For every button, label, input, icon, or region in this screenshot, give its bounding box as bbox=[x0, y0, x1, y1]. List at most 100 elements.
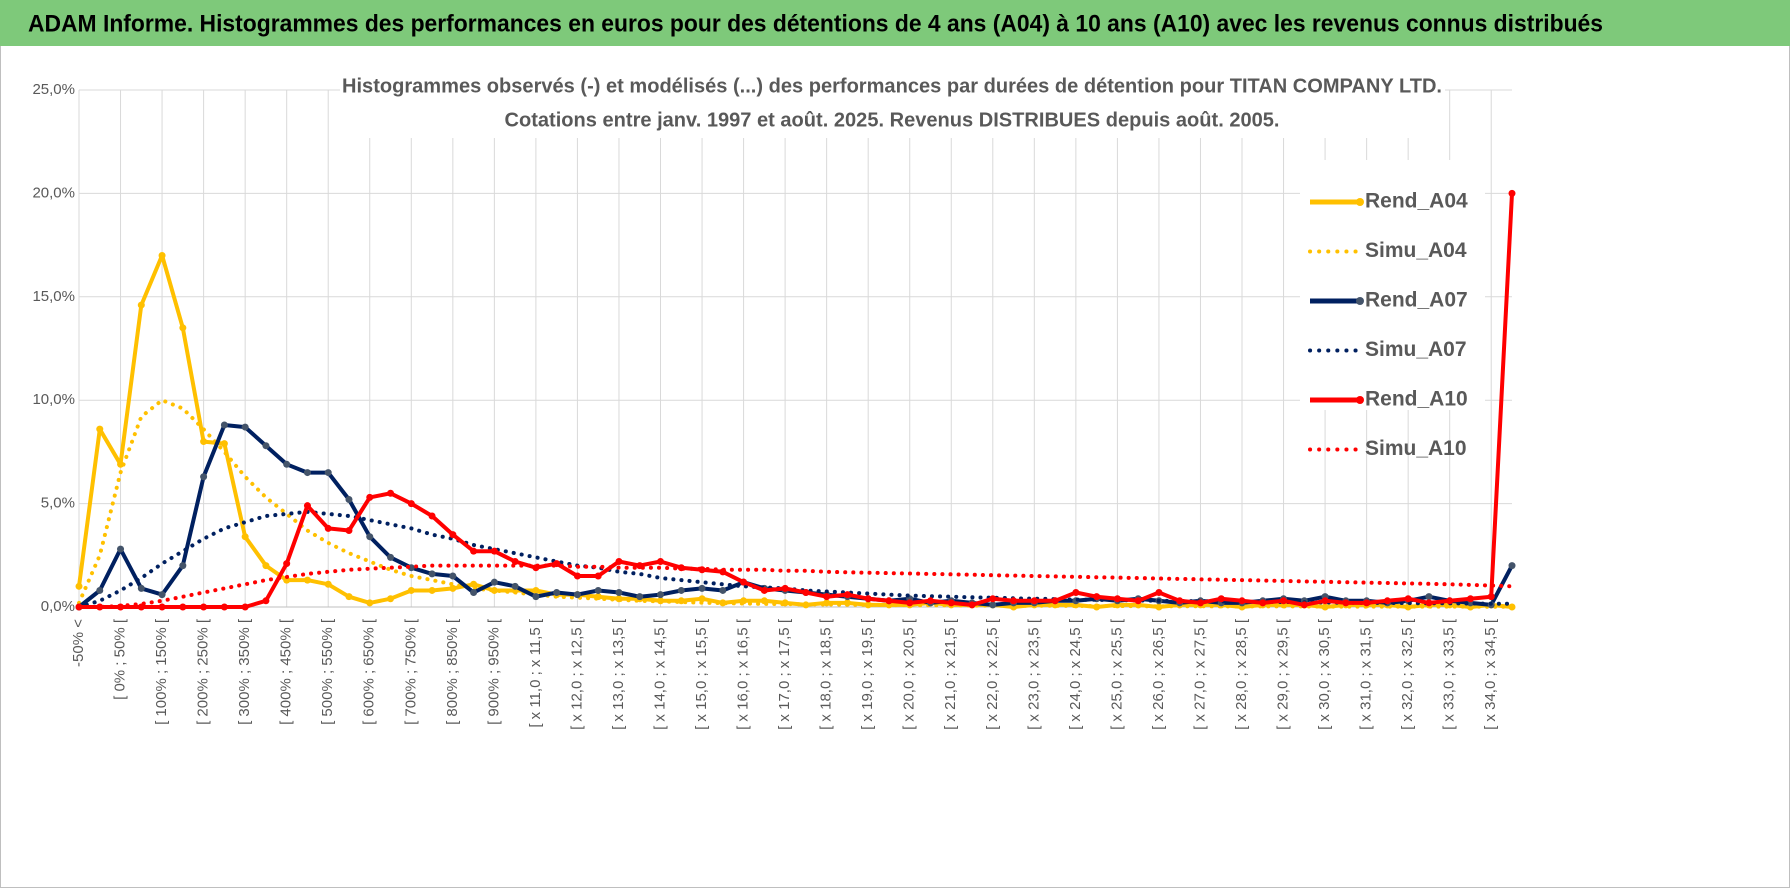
x-tick-label: [ x 14,0 ; x 14,5 [ bbox=[651, 618, 668, 730]
series-point bbox=[470, 580, 478, 588]
y-tick-label: 15,0% bbox=[32, 288, 75, 305]
series-point bbox=[303, 469, 311, 477]
x-tick-label: -50% < bbox=[70, 619, 87, 667]
header-bar bbox=[0, 0, 1790, 46]
series-point bbox=[1508, 189, 1516, 197]
series-point bbox=[511, 582, 519, 590]
series-point bbox=[283, 460, 291, 468]
series-line bbox=[79, 193, 1514, 609]
x-tick-label: [ x 25,0 ; x 25,5 [ bbox=[1108, 618, 1125, 730]
x-tick-label: [ x 31,0 ; x 31,5 [ bbox=[1358, 618, 1375, 730]
series-point bbox=[241, 533, 249, 541]
x-tick-label: [ 700% ; 750% [ bbox=[402, 618, 419, 725]
header-title: ADAM Informe. Histogrammes des performan… bbox=[28, 10, 1603, 37]
series-point bbox=[470, 547, 478, 555]
series-point bbox=[200, 603, 208, 611]
x-tick-label: [ 600% ; 650% [ bbox=[361, 618, 378, 725]
x-tick-label: [ x 32,0 ; x 32,5 [ bbox=[1399, 618, 1416, 730]
legend-label: Rend_A07 bbox=[1365, 289, 1468, 312]
series-point bbox=[200, 438, 208, 446]
x-tick-label: [ 800% ; 850% [ bbox=[444, 618, 461, 725]
series-point bbox=[387, 553, 395, 561]
series-point bbox=[1010, 597, 1018, 605]
x-tick-label: [ x 20,0 ; x 20,5 [ bbox=[901, 618, 918, 730]
x-tick-label: [ x 33,0 ; x 33,5 [ bbox=[1441, 618, 1458, 730]
series-point bbox=[262, 442, 270, 450]
series-point bbox=[490, 547, 498, 555]
series-point bbox=[1425, 593, 1433, 601]
series-point bbox=[490, 578, 498, 586]
series-point bbox=[864, 595, 872, 603]
series-point bbox=[636, 593, 644, 601]
series-point bbox=[760, 586, 768, 594]
x-tick-label: [ 0% ; 50% [ bbox=[112, 618, 129, 700]
series-point bbox=[573, 591, 581, 599]
series-point bbox=[1321, 597, 1329, 605]
series-point bbox=[1217, 595, 1225, 603]
series-point bbox=[179, 603, 187, 611]
series-point bbox=[1030, 597, 1038, 605]
x-tick-label: [ x 12,0 ; x 12,5 [ bbox=[568, 618, 585, 730]
series-point bbox=[1383, 597, 1391, 605]
series-point bbox=[657, 558, 665, 566]
series-point bbox=[241, 423, 249, 431]
series-point bbox=[968, 601, 976, 609]
title-bg bbox=[340, 68, 1445, 138]
x-tick-label: [ x 34,0 ; x 34,5 [ bbox=[1482, 618, 1499, 730]
series-point bbox=[158, 251, 166, 259]
x-tick-label: [ 500% ; 550% [ bbox=[319, 618, 336, 725]
x-tick-label: [ 200% ; 250% [ bbox=[195, 618, 212, 725]
series-point bbox=[262, 562, 270, 570]
y-tick-label: 10,0% bbox=[32, 391, 75, 408]
series-point bbox=[407, 586, 415, 594]
y-tick-label: 25,0% bbox=[32, 81, 75, 98]
series-point bbox=[698, 584, 706, 592]
series-point bbox=[220, 440, 228, 448]
series-point bbox=[1113, 595, 1121, 603]
series-point bbox=[158, 603, 166, 611]
series-point bbox=[387, 489, 395, 497]
series-point bbox=[802, 589, 810, 597]
series-point bbox=[220, 603, 228, 611]
legend-marker bbox=[1356, 396, 1364, 404]
series-point bbox=[532, 593, 540, 601]
x-tick-label: [ x 22,0 ; x 22,5 [ bbox=[984, 618, 1001, 730]
series-point bbox=[843, 591, 851, 599]
series-point bbox=[75, 582, 83, 590]
series-point bbox=[96, 586, 104, 594]
series-point bbox=[698, 595, 706, 603]
series-point bbox=[449, 572, 457, 580]
legend: Rend_A04 Simu_A04 Rend_A07 Simu_A07 Rend_A10… bbox=[1300, 160, 1485, 460]
series-point bbox=[1425, 599, 1433, 607]
series-point bbox=[947, 599, 955, 607]
x-tick-label: [ x 16,0 ; x 16,5 [ bbox=[735, 618, 752, 730]
y-tick-label: 0,0% bbox=[41, 598, 75, 615]
series-point bbox=[1508, 562, 1516, 570]
series-point bbox=[324, 469, 332, 477]
series-point bbox=[1259, 599, 1267, 607]
series-point bbox=[96, 603, 104, 611]
series-point bbox=[1155, 603, 1163, 611]
series-point bbox=[719, 586, 727, 594]
series-point bbox=[158, 591, 166, 599]
legend-label: Rend_A10 bbox=[1365, 388, 1468, 411]
series-point bbox=[677, 586, 685, 594]
legend-label: Simu_A04 bbox=[1365, 239, 1467, 262]
series-point bbox=[428, 570, 436, 578]
series-point bbox=[241, 603, 249, 611]
series-point bbox=[989, 595, 997, 603]
x-tick-label: [ x 27,0 ; x 27,5 [ bbox=[1191, 618, 1208, 730]
plot bbox=[75, 189, 1516, 611]
series-point bbox=[1404, 595, 1412, 603]
x-tick-label: [ x 24,0 ; x 24,5 [ bbox=[1067, 618, 1084, 730]
x-tick-label: [ x 30,0 ; x 30,5 [ bbox=[1316, 618, 1333, 730]
x-tick-label: [ x 26,0 ; x 26,5 [ bbox=[1150, 618, 1167, 730]
series-point bbox=[179, 324, 187, 332]
x-tick-label: [ x 18,0 ; x 18,5 [ bbox=[818, 618, 835, 730]
series-point bbox=[740, 578, 748, 586]
chart-title: Histogrammes observés (-) et modélisés (… bbox=[342, 75, 1442, 97]
x-tick-label: [ x 17,0 ; x 17,5 [ bbox=[776, 618, 793, 730]
legend-marker bbox=[1356, 297, 1364, 305]
series-point bbox=[428, 512, 436, 520]
series-point bbox=[283, 560, 291, 568]
